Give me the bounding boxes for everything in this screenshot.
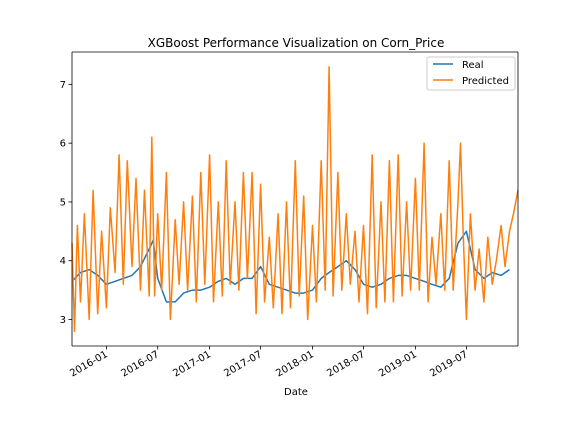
chart-title: XGBoost Performance Visualization on Cor… [148,36,445,50]
series-line-real [71,230,510,303]
series-line-predicted [71,65,519,333]
y-tick-label: 4 [60,256,66,267]
axes-background [72,52,518,346]
x-axis-label: Date [284,387,308,398]
legend-frame [426,56,516,91]
y-tick-label: 5 [60,197,66,208]
y-tick-label: 6 [60,139,66,150]
legend: Real Predicted [426,56,516,91]
y-tick-label: 7 [60,80,66,91]
legend-label-predicted: Predicted [462,76,509,87]
y-tick-label: 3 [60,315,66,326]
legend-label-real: Real [462,60,484,71]
